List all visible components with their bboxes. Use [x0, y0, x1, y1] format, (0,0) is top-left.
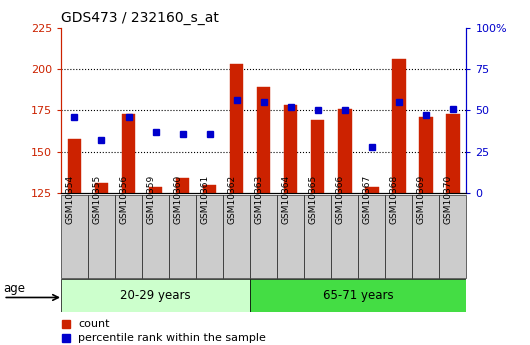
- Bar: [203, 185, 216, 193]
- Bar: [365, 187, 378, 193]
- Text: GSM10369: GSM10369: [417, 175, 426, 224]
- Bar: [230, 64, 243, 193]
- Bar: [358, 195, 385, 278]
- Bar: [176, 178, 189, 193]
- Bar: [277, 195, 304, 278]
- Text: GSM10367: GSM10367: [363, 175, 372, 224]
- Text: GSM10359: GSM10359: [147, 175, 156, 224]
- Text: GSM10356: GSM10356: [120, 175, 129, 224]
- Bar: [419, 117, 432, 193]
- Bar: [223, 195, 250, 278]
- Bar: [149, 187, 162, 193]
- Text: GSM10364: GSM10364: [282, 175, 290, 224]
- Bar: [115, 195, 142, 278]
- Bar: [304, 195, 331, 278]
- Bar: [196, 195, 223, 278]
- Bar: [331, 195, 358, 278]
- Bar: [169, 195, 196, 278]
- Bar: [61, 195, 88, 278]
- Bar: [446, 114, 460, 193]
- Bar: [250, 195, 277, 278]
- Text: GSM10360: GSM10360: [174, 175, 182, 224]
- Bar: [412, 195, 439, 278]
- Text: GSM10361: GSM10361: [201, 175, 209, 224]
- Bar: [284, 106, 297, 193]
- Bar: [250, 279, 466, 312]
- Text: GSM10365: GSM10365: [309, 175, 318, 224]
- Bar: [142, 195, 169, 278]
- Bar: [68, 139, 81, 193]
- Bar: [385, 195, 412, 278]
- Text: GSM10368: GSM10368: [390, 175, 399, 224]
- Text: age: age: [3, 282, 25, 295]
- Bar: [61, 279, 250, 312]
- Text: 65-71 years: 65-71 years: [323, 289, 394, 302]
- Text: GSM10362: GSM10362: [228, 175, 236, 224]
- Bar: [311, 120, 324, 193]
- Text: 20-29 years: 20-29 years: [120, 289, 191, 302]
- Bar: [439, 195, 466, 278]
- Text: GSM10363: GSM10363: [255, 175, 263, 224]
- Text: GSM10370: GSM10370: [444, 175, 453, 224]
- Text: GSM10366: GSM10366: [336, 175, 344, 224]
- Bar: [257, 87, 270, 193]
- Text: GSM10355: GSM10355: [93, 175, 102, 224]
- Bar: [338, 109, 351, 193]
- Text: percentile rank within the sample: percentile rank within the sample: [78, 333, 266, 343]
- Text: count: count: [78, 319, 110, 329]
- Bar: [95, 183, 108, 193]
- Bar: [88, 195, 115, 278]
- Text: GDS473 / 232160_s_at: GDS473 / 232160_s_at: [61, 11, 219, 25]
- Bar: [122, 114, 135, 193]
- Bar: [392, 59, 405, 193]
- Text: GSM10354: GSM10354: [66, 175, 74, 224]
